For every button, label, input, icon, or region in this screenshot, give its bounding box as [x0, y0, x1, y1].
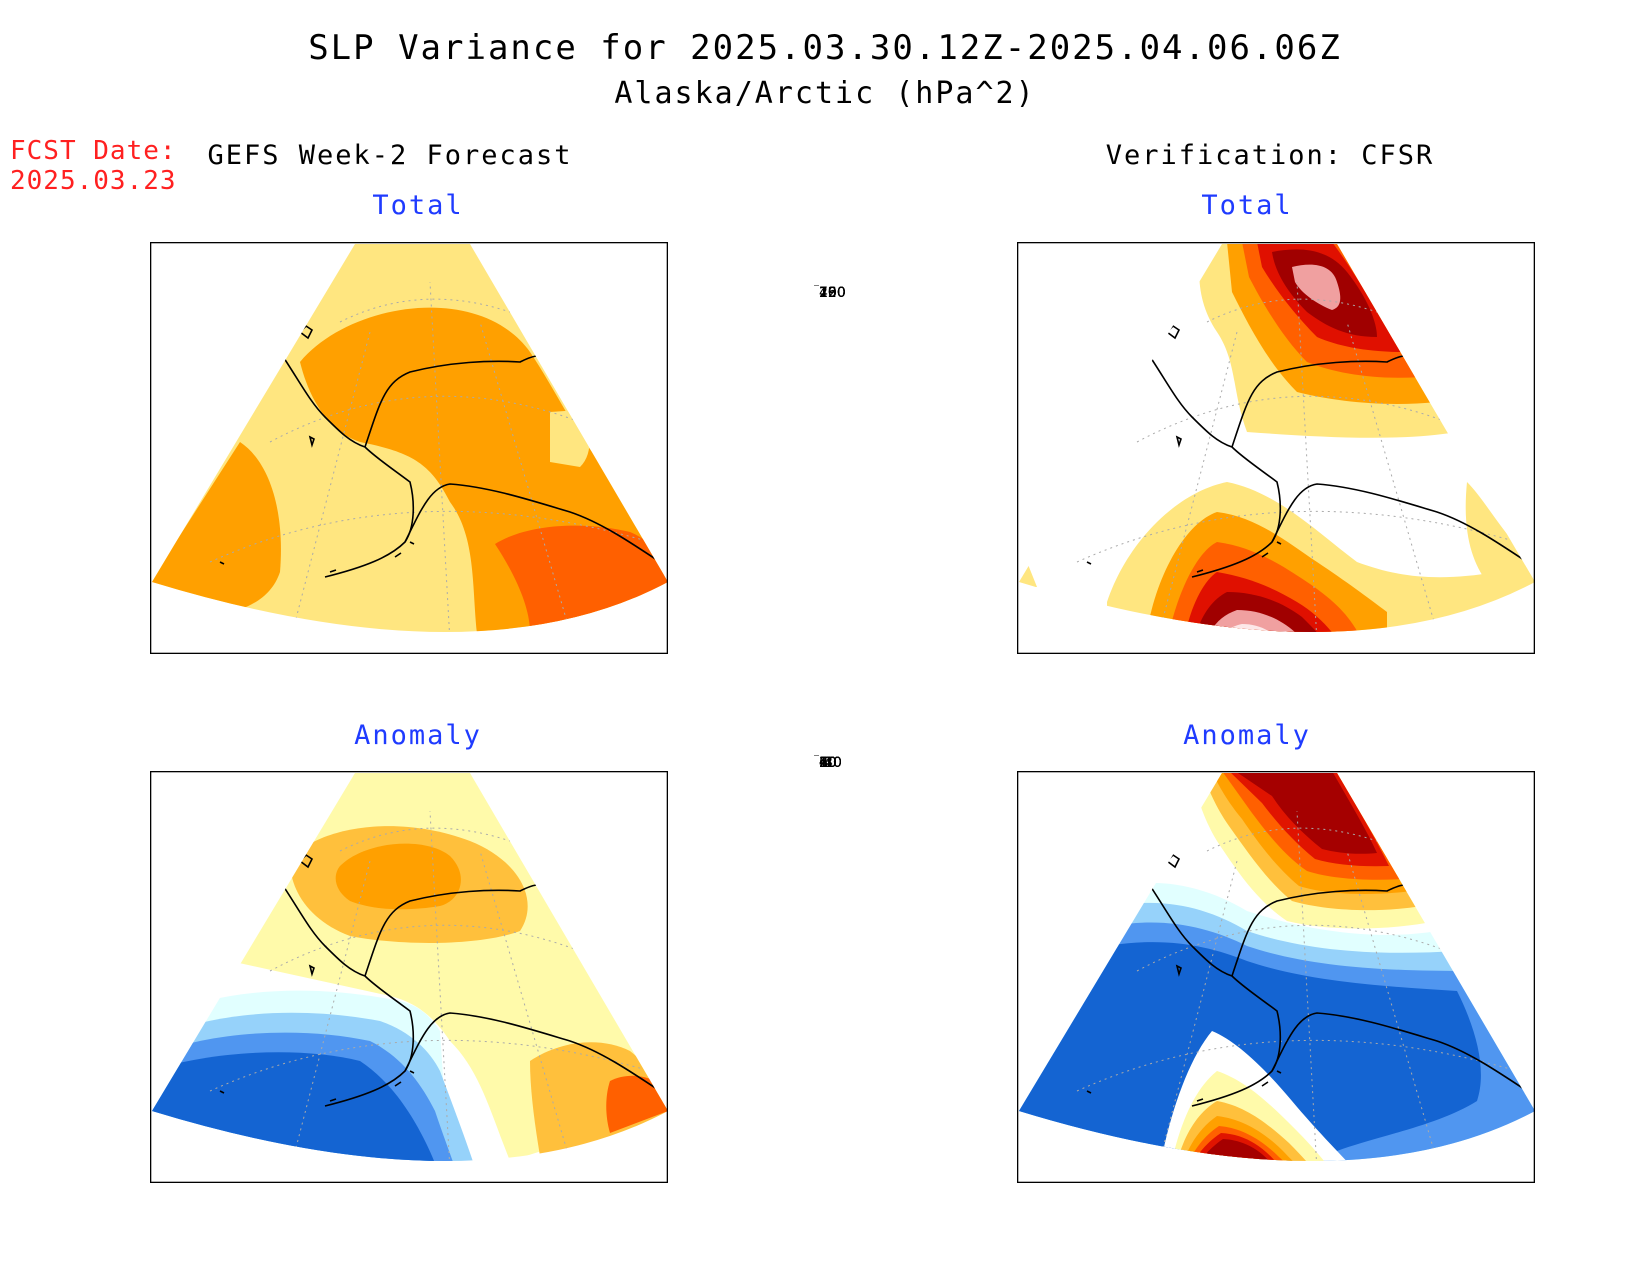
- undefined-label: 220: [819, 285, 846, 301]
- colorbar-total-swatches: [814, 285, 819, 286]
- map-panel-gefs-total: [150, 242, 668, 654]
- colorbar-total: 40 70 100 130 160 190 220: [800, 285, 880, 615]
- total-70-100-region-west: [152, 442, 281, 617]
- map-panel-gefs-anomaly: [150, 771, 668, 1183]
- undefined-label: -10: [819, 755, 842, 771]
- anomaly-40-50-east: [606, 1075, 668, 1133]
- undefined-label: -20: [819, 755, 842, 771]
- anomaly-above-60-south: [1187, 1139, 1289, 1161]
- undefined-label: 190: [819, 285, 846, 301]
- undefined-label: 40: [819, 755, 837, 771]
- map-frame: [150, 242, 668, 654]
- anomaly-above-60-north: [1235, 773, 1377, 854]
- map-frame: [1017, 771, 1535, 1183]
- main-title: SLP Variance for 2025.03.30.12Z-2025.04.…: [308, 28, 1342, 68]
- fcst-date-value: 2025.03.23: [10, 166, 177, 196]
- undefined-label: 130: [819, 285, 846, 301]
- panel-title-gefs-anomaly: Anomaly: [354, 720, 482, 751]
- undefined-label: 100: [819, 285, 846, 301]
- undefined-label: 70: [819, 285, 837, 301]
- colorbar-anomaly-swatches: [814, 755, 819, 756]
- undefined-label: 20: [819, 755, 837, 771]
- undefined-label: 60: [819, 755, 837, 771]
- panel-title-cfsr-anomaly: Anomaly: [1183, 720, 1311, 751]
- undefined-label: 40: [819, 285, 837, 301]
- undefined-label: 160: [819, 285, 846, 301]
- column-title-forecast: GEFS Week-2 Forecast: [207, 140, 573, 171]
- undefined-label: 10: [819, 755, 837, 771]
- undefined-label: -30: [819, 755, 842, 771]
- total-190-220-north: [1292, 264, 1341, 310]
- map-panel-cfsr-anomaly: [1017, 771, 1535, 1183]
- total-40-70-pocket: [550, 410, 590, 467]
- total-190-220-south: [1202, 610, 1312, 632]
- panel-title-cfsr-total: Total: [1201, 190, 1293, 221]
- map-frame: [1017, 242, 1535, 654]
- undefined-label: 30: [819, 755, 837, 771]
- undefined-label: -40: [819, 755, 842, 771]
- map-frame: [150, 771, 668, 1183]
- colorbar-anomaly: -40 -30 -20 -10 10 20 30 40 50 60: [800, 755, 880, 1205]
- undefined-label: 50: [819, 755, 837, 771]
- fcst-date-label: FCST Date:: [10, 136, 177, 166]
- panel-title-gefs-total: Total: [372, 190, 464, 221]
- coastline: [219, 324, 661, 578]
- total-40-70-east: [1465, 482, 1535, 582]
- map-panel-cfsr-total: [1017, 242, 1535, 654]
- anomaly-30-40-region: [335, 843, 461, 910]
- subtitle: Alaska/Arctic (hPa^2): [614, 76, 1036, 111]
- column-title-verification: Verification: CFSR: [1105, 140, 1435, 171]
